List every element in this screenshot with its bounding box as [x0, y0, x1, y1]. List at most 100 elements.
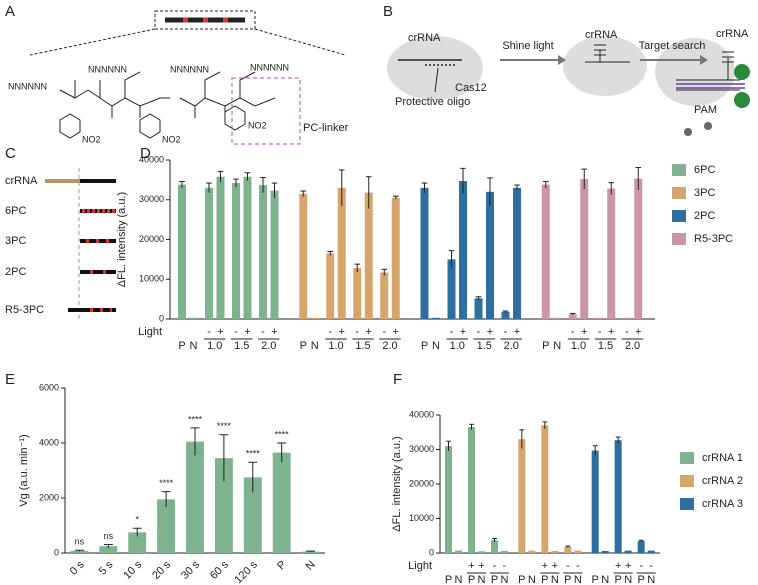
light-mark: - [328, 326, 332, 338]
light-label: Light [138, 326, 162, 338]
arrowhead [558, 55, 566, 65]
x-tick-label: P [564, 574, 571, 585]
bar [337, 187, 346, 319]
x-tick-label: P [300, 340, 307, 352]
diagram-a: NNNNNN NNNNNN NNNNNN NNNNNN NO2 NO2 NO2 … [8, 10, 349, 145]
bar [474, 298, 483, 319]
quencher [684, 128, 692, 136]
x-tick-label: P [637, 574, 644, 585]
x-tick-label: P [421, 340, 428, 352]
light-mark: - [207, 326, 211, 338]
bar [595, 317, 604, 319]
light-mark: - [450, 326, 454, 338]
bar [445, 446, 452, 553]
x-tick-label: P [518, 574, 525, 585]
y-axis-label: Vg (a.u. min⁻¹) [18, 434, 30, 506]
y-tick-label: 30000 [139, 194, 164, 204]
light-mark: + [615, 560, 621, 572]
x-tick-label: P [178, 340, 185, 352]
x-tick-label: 60 s [208, 558, 232, 582]
significance: **** [275, 429, 290, 439]
x-tick-label: 5 s [97, 558, 116, 577]
bar [622, 317, 631, 319]
cas-label: Cas12 [455, 82, 487, 94]
panel-label: A [5, 3, 15, 20]
bar [501, 550, 508, 553]
condition-label: 1.0 [328, 340, 343, 352]
nitro-label: NO2 [82, 134, 101, 144]
panel-label: F [393, 371, 402, 388]
bar [380, 272, 389, 319]
bar [459, 181, 467, 319]
legend-swatch [680, 452, 694, 464]
y-axis-label: ΔFL. intensity (a.u.) [391, 436, 403, 531]
bar [614, 440, 622, 553]
row-label: 6PC [5, 205, 26, 217]
bar [553, 317, 562, 319]
light-mark: + [552, 560, 558, 572]
panel-label: B [383, 3, 393, 20]
condition-label: 2.0 [625, 340, 640, 352]
bar [205, 187, 213, 319]
arrowhead [700, 55, 708, 65]
x-tick-label: P [275, 559, 289, 573]
bond [111, 106, 226, 118]
condition-label: 2.0 [261, 340, 276, 352]
x-tick-label: P [468, 574, 475, 585]
crrna-hairpin [585, 44, 630, 63]
bar [513, 187, 521, 319]
pam-label: PAM [694, 104, 717, 116]
panel-label: E [5, 371, 15, 388]
legend-label: crRNA 2 [702, 475, 743, 487]
light-mark: - [576, 560, 580, 572]
target-dna [676, 83, 745, 89]
bar [364, 192, 373, 319]
diagram-b: crRNA crRNA crRNA Cas12 Protective oligo… [387, 28, 750, 136]
bar [574, 550, 582, 553]
bar [634, 178, 643, 319]
x-tick-label: 20 s [150, 558, 174, 582]
protein [655, 38, 735, 106]
crrna-label: crRNA [585, 29, 618, 41]
significance: **** [246, 449, 261, 459]
condition-label: 1.0 [207, 340, 222, 352]
legend-swatch [680, 498, 694, 510]
light-mark: - [625, 326, 629, 338]
light-mark: + [468, 560, 474, 572]
y-tick-label: 0 [159, 313, 164, 323]
legend-swatch [680, 475, 694, 487]
bar [455, 550, 462, 553]
bar [391, 197, 400, 319]
x-tick-label: N [311, 340, 319, 352]
bar [564, 546, 572, 553]
light-mark: - [598, 326, 602, 338]
linker-label: PC-linker [303, 122, 349, 134]
condition-label: 2.0 [504, 340, 519, 352]
x-tick-label: N [190, 340, 198, 352]
quencher [704, 122, 712, 130]
light-mark: + [339, 326, 345, 338]
y-tick-label: 40000 [409, 409, 434, 419]
light-mark: + [244, 326, 250, 338]
condition-label: 1.5 [234, 340, 249, 352]
light-mark: + [393, 326, 399, 338]
bar [468, 427, 475, 553]
bar [607, 188, 616, 319]
row-label: R5-3PC [5, 304, 44, 316]
condition-label: 1.0 [571, 340, 586, 352]
x-tick-label: N [501, 574, 509, 585]
light-mark: - [649, 560, 653, 572]
bar [99, 546, 118, 553]
x-tick-label: N [574, 574, 582, 585]
bar [353, 268, 362, 319]
y-tick-label: 10000 [409, 513, 434, 523]
condition-label: 1.0 [450, 340, 465, 352]
condition-label: 1.5 [355, 340, 370, 352]
pointer [434, 67, 439, 93]
oligo-label: Protective oligo [395, 96, 470, 108]
row-label: 3PC [5, 235, 26, 247]
ring [59, 113, 81, 139]
bar [128, 532, 147, 553]
bar [259, 185, 267, 319]
